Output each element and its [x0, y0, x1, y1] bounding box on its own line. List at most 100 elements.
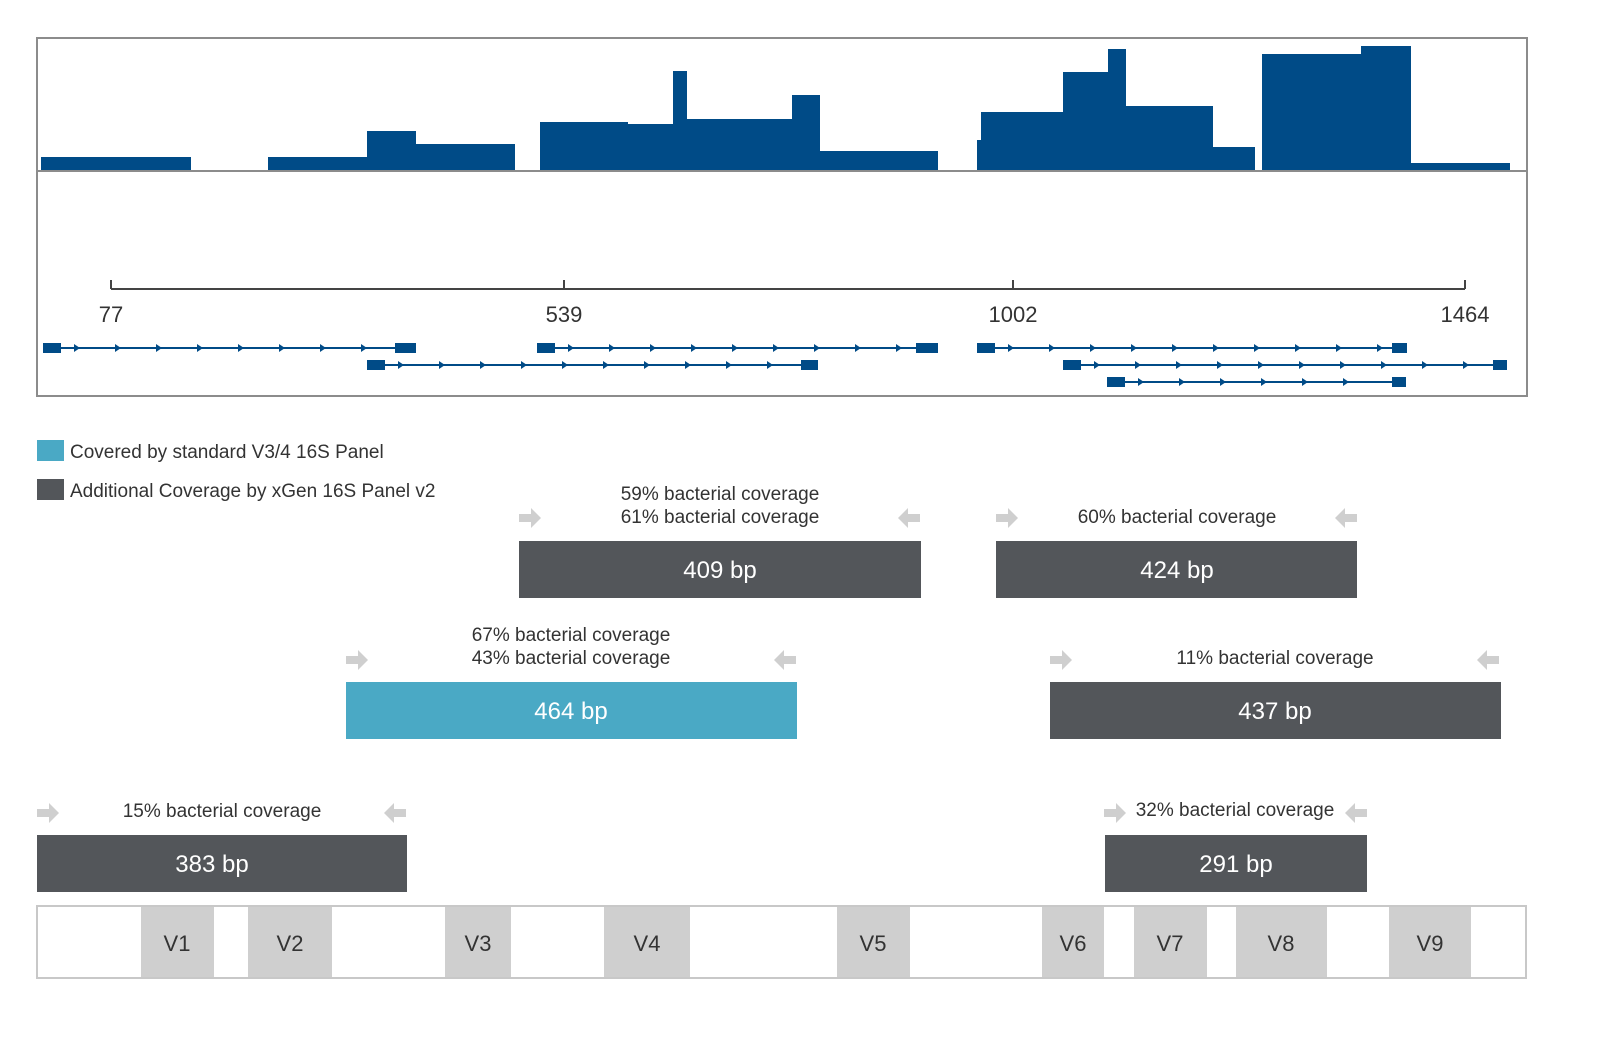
read-end-block [1392, 377, 1406, 387]
forward-primer-icon [996, 508, 1018, 528]
amplicons: 59% bacterial coverage 61% bacterial cov… [37, 484, 1501, 892]
amplicon-383: 15% bacterial coverage 383 bp [37, 801, 407, 892]
read-direction-arrow-icon [1381, 361, 1387, 369]
read-start-block [977, 343, 995, 353]
amplicon-size-label: 464 bp [534, 698, 607, 725]
reverse-primer-icon [1335, 508, 1357, 528]
read-end-block [916, 343, 938, 353]
coverage-bar [627, 124, 675, 171]
amplicon-bar [346, 682, 797, 739]
read-direction-arrow-icon [814, 344, 820, 352]
coverage-bar [792, 95, 820, 171]
axis-tick-labels: 77 539 1002 1464 [99, 302, 1490, 327]
read-direction-arrow-icon [361, 344, 367, 352]
coverage-bar [1262, 54, 1362, 171]
coverage-label: 43% bacterial coverage [472, 648, 671, 669]
coverage-label: 11% bacterial coverage [1176, 648, 1373, 669]
forward-primer-icon [37, 803, 59, 823]
region-v7 [1134, 907, 1207, 977]
read-direction-arrow-icon [1217, 361, 1223, 369]
read-direction-arrow-icon [480, 361, 486, 369]
read-direction-arrow-icon [1179, 378, 1185, 386]
read-direction-arrow-icon [398, 361, 404, 369]
coordinate-axis [110, 280, 1466, 290]
read-direction-arrow-icon [1254, 344, 1260, 352]
read-direction-arrow-icon [562, 361, 568, 369]
read-direction-arrow-icon [1261, 378, 1267, 386]
read-direction-arrow-icon [732, 344, 738, 352]
amplicon-bar [996, 541, 1357, 598]
coverage-bar [1212, 147, 1255, 171]
read-start-block [1107, 377, 1125, 387]
amplicon-bar [37, 835, 407, 892]
amplicon-size-label: 291 bp [1199, 851, 1272, 878]
region-v4 [604, 907, 690, 977]
axis-tick-label: 539 [546, 302, 583, 327]
region-label: V7 [1157, 931, 1184, 956]
coverage-bar [415, 144, 515, 171]
read-direction-arrow-icon [1213, 344, 1219, 352]
read-direction-arrow-icon [1094, 361, 1100, 369]
read-direction-arrow-icon [773, 344, 779, 352]
reverse-primer-icon [774, 650, 796, 670]
read-direction-arrow-icon [1138, 378, 1144, 386]
region-label: V2 [277, 931, 304, 956]
read-direction-arrow-icon [1343, 378, 1349, 386]
amplicon-437: 11% bacterial coverage 437 bp [1050, 648, 1501, 739]
read-direction-arrow-icon [726, 361, 732, 369]
amplicon-291: 32% bacterial coverage 291 bp [1104, 800, 1367, 892]
read-direction-arrow-icon [1172, 344, 1178, 352]
coverage-bar [367, 131, 416, 171]
coverage-bar [981, 112, 1064, 171]
read-direction-arrow-icon [156, 344, 162, 352]
read-direction-arrow-icon [320, 344, 326, 352]
coverage-bar [977, 140, 982, 171]
amplicon-size-label: 437 bp [1238, 698, 1311, 725]
read-direction-arrow-icon [855, 344, 861, 352]
read-direction-arrow-icon [1336, 344, 1342, 352]
read-direction-arrow-icon [1299, 361, 1305, 369]
legend-swatch-standard [37, 440, 64, 461]
region-label: V8 [1268, 931, 1295, 956]
reverse-primer-icon [1477, 650, 1499, 670]
coverage-bar [268, 157, 368, 171]
read-direction-arrow-icon [1090, 344, 1096, 352]
region-label: V4 [634, 931, 661, 956]
read-direction-arrow-icon [685, 361, 691, 369]
read-direction-arrow-icon [767, 361, 773, 369]
read-direction-arrow-icon [1131, 344, 1137, 352]
read-direction-arrow-icon [1463, 361, 1469, 369]
read-direction-arrow-icon [238, 344, 244, 352]
region-v1 [141, 907, 214, 977]
read-direction-arrow-icon [1220, 378, 1226, 386]
read-direction-arrow-icon [279, 344, 285, 352]
amplicon-bar [1105, 835, 1367, 892]
read-end-block [801, 360, 818, 370]
read-direction-arrow-icon [197, 344, 203, 352]
amplicon-bar [519, 541, 921, 598]
region-v3 [445, 907, 511, 977]
region-label: V9 [1417, 931, 1444, 956]
amplicon-464: 67% bacterial coverage 43% bacterial cov… [346, 625, 797, 739]
coverage-track: 77 539 1002 1464 [36, 37, 1528, 397]
coverage-histogram [41, 46, 1510, 171]
forward-primer-icon [1104, 803, 1126, 823]
forward-primer-icon [1050, 650, 1072, 670]
read-end-block [1493, 360, 1507, 370]
read-direction-arrow-icon [609, 344, 615, 352]
read-direction-arrow-icon [568, 344, 574, 352]
forward-primer-icon [519, 508, 541, 528]
legend: Covered by standard V3/4 16S Panel Addit… [37, 440, 435, 502]
amplicon-409: 59% bacterial coverage 61% bacterial cov… [519, 484, 921, 598]
amplicon-size-label: 424 bp [1140, 557, 1213, 584]
reverse-primer-icon [1345, 803, 1367, 823]
region-v8 [1236, 907, 1327, 977]
forward-primer-icon [346, 650, 368, 670]
read-start-block [537, 343, 555, 353]
coverage-bar [1410, 163, 1510, 171]
read-start-block [367, 360, 385, 370]
read-tracks [43, 343, 1507, 387]
coverage-bar [819, 151, 938, 171]
read-direction-arrow-icon [1176, 361, 1182, 369]
